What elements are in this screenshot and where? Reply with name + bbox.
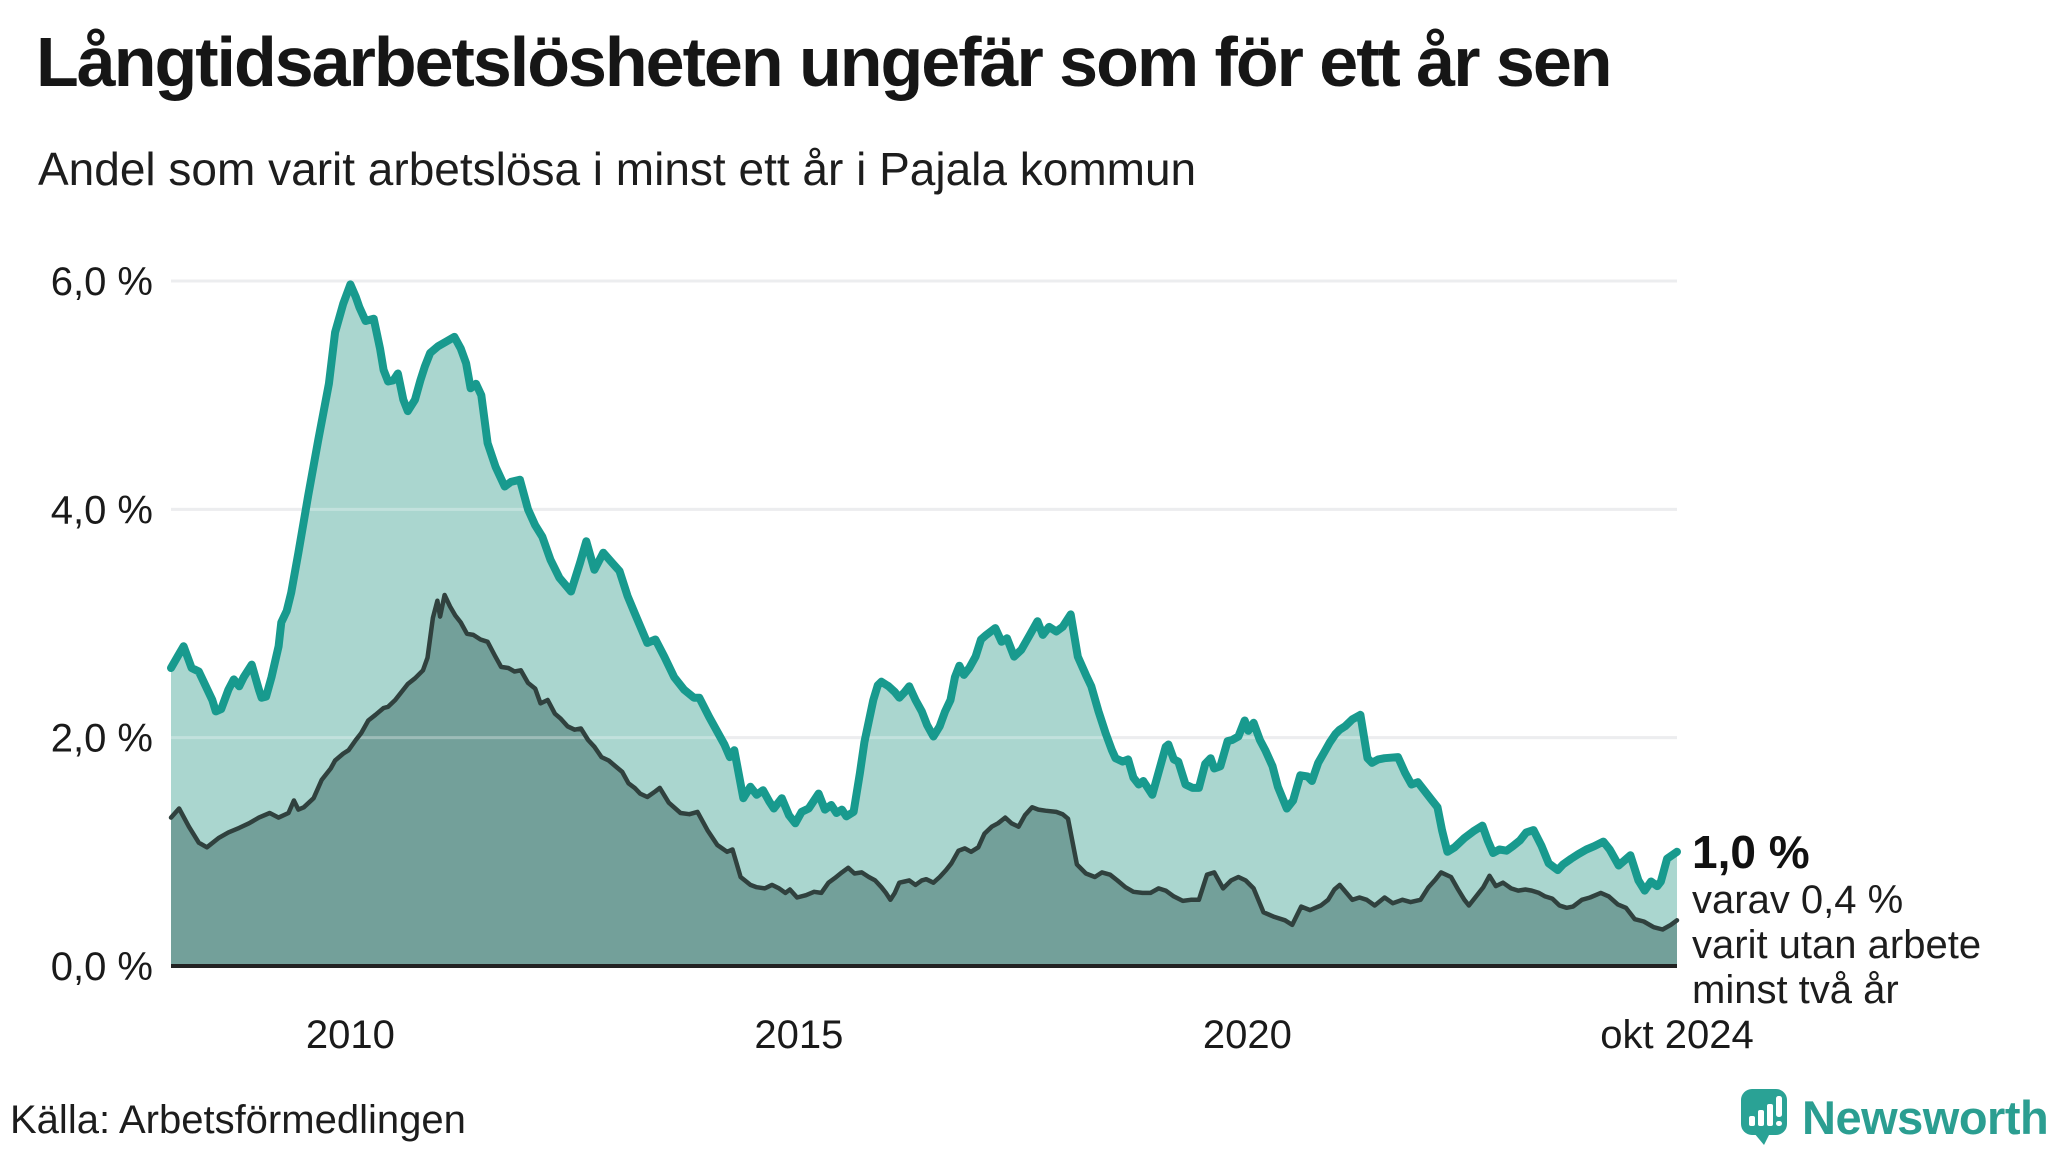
end-value-detail-line3: minst två år [1692,968,1899,1012]
y-tick-label: 6,0 % [51,260,153,304]
end-value-detail-line2: varit utan arbete [1692,923,1982,967]
end-value-annotation: 1,0 % varav 0,4 % varit utan arbete mins… [1692,826,1981,1013]
x-tick-label: 2015 [754,1013,843,1057]
y-tick-label: 4,0 % [51,488,153,532]
x-tick-label: 2010 [306,1013,395,1057]
source-label: Källa: Arbetsförmedlingen [10,1098,466,1142]
end-value-total: 1,0 % [1692,826,1810,878]
series-area-1 [171,595,1677,966]
end-value-detail-line1: varav 0,4 % [1692,878,1904,922]
series-line-0 [167,280,1681,895]
newsworthy-logo-icon [1741,1089,1787,1145]
page-title: Långtidsarbetslösheten ungefär som för e… [36,23,1613,101]
y-tick-label: 2,0 % [51,717,153,761]
newsworthy-logo-text: Newsworthy [1802,1090,2048,1144]
x-tick-label: okt 2024 [1600,1013,1753,1057]
y-tick-label: 0,0 % [51,945,153,989]
page-subtitle: Andel som varit arbetslösa i minst ett å… [38,143,1197,195]
x-tick-label: 2020 [1203,1013,1292,1057]
newsworthy-logo: Newsworthy [1740,1088,2048,1146]
series-line-1 [168,592,1680,932]
